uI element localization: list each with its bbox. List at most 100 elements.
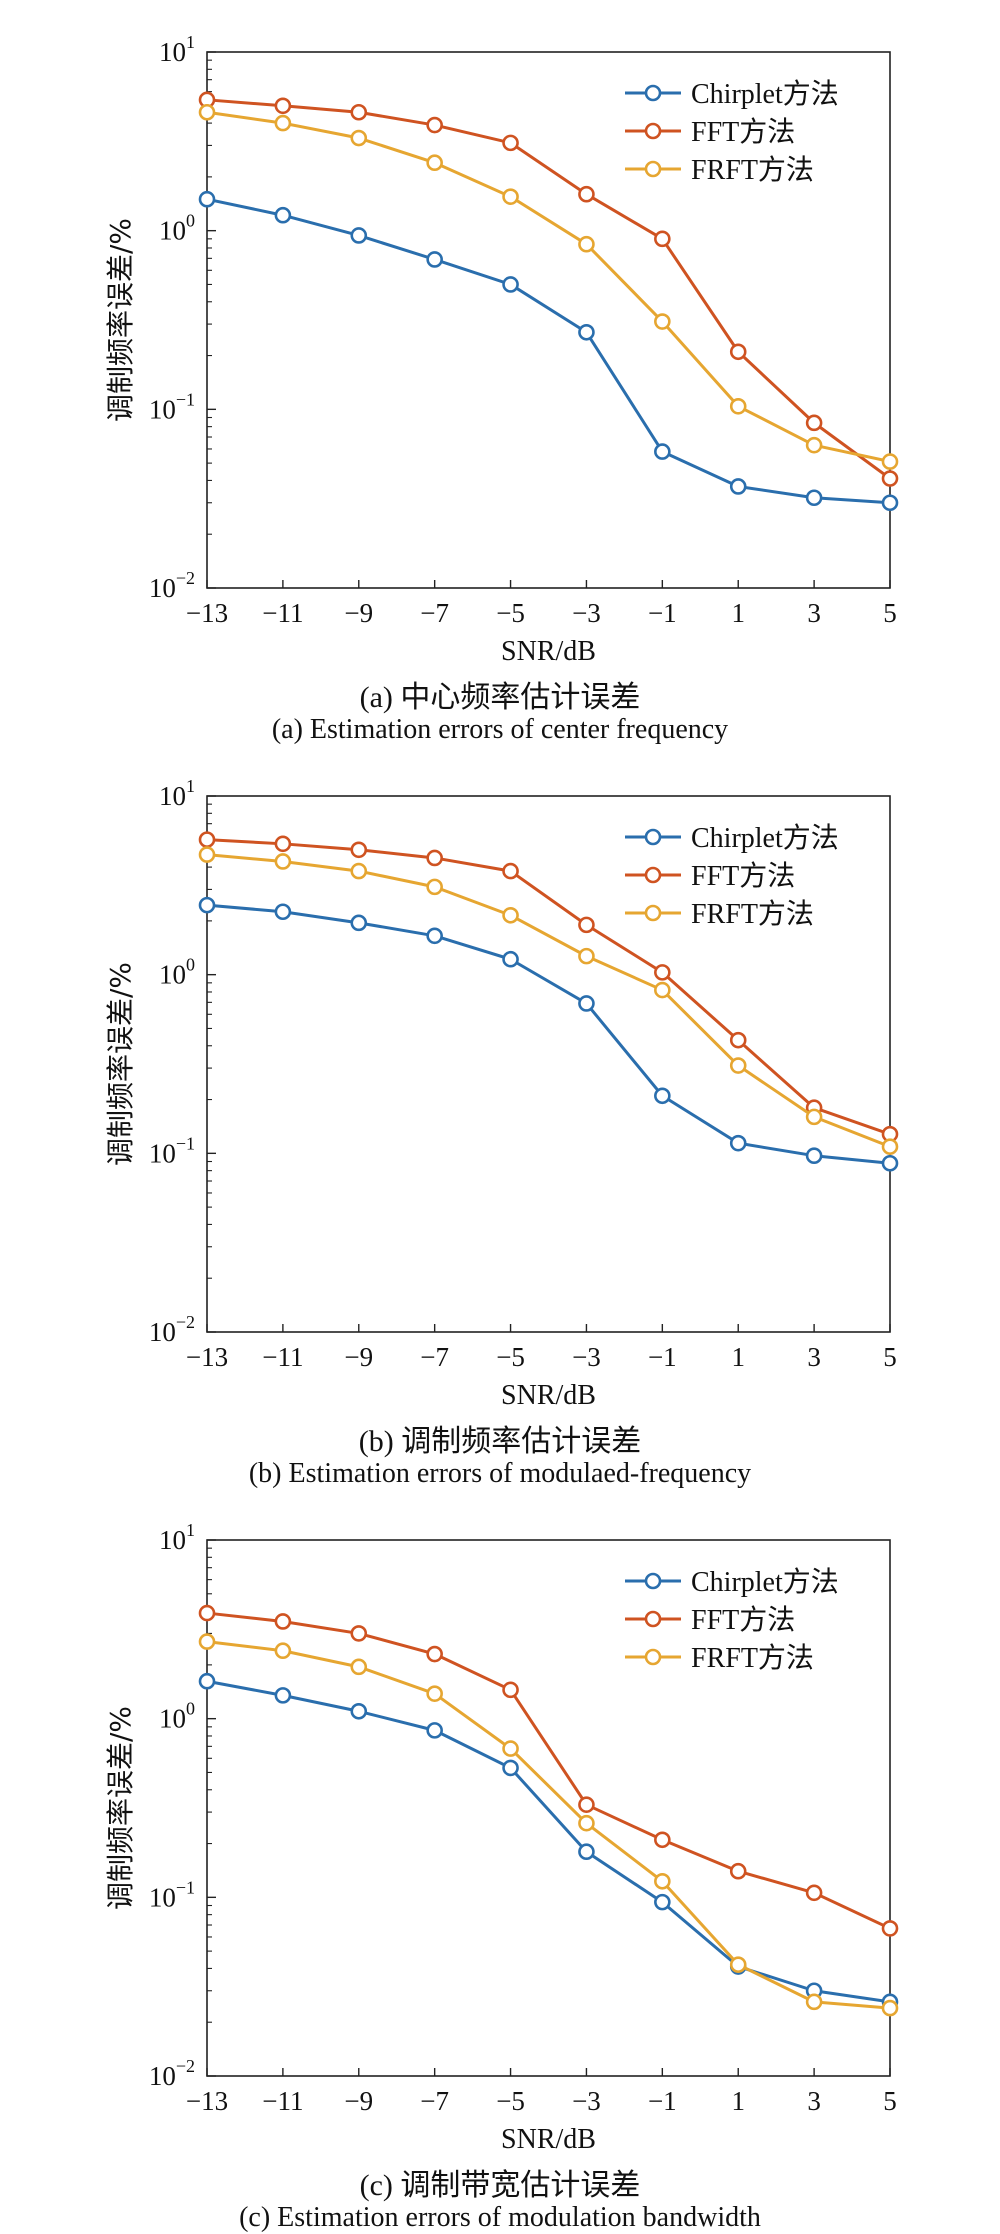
x-tick-label: −7	[420, 1342, 449, 1372]
data-point	[198, 1672, 216, 1690]
data-point	[578, 323, 595, 341]
x-tick-label: −1	[648, 2086, 677, 2116]
data-point	[426, 878, 443, 896]
x-tick-label: 1	[731, 1342, 745, 1372]
data-point	[274, 1613, 292, 1630]
x-tick-label: −3	[572, 2086, 601, 2116]
chart-a-svg: −13 −11 −9 −7 −5 −3 −1 1 3 510−210−1100101SNR/dB调…	[104, 32, 899, 667]
series-line-0	[206, 197, 891, 505]
y-tick-label: 100	[159, 211, 195, 246]
data-point	[274, 835, 292, 853]
x-tick-label: −5	[496, 598, 525, 628]
legend-marker	[644, 904, 662, 922]
plot-frame	[206, 51, 891, 589]
data-point	[274, 97, 292, 115]
data-point	[654, 1087, 671, 1105]
data-point	[881, 1999, 899, 2017]
x-tick-label: 5	[883, 598, 897, 628]
caption-en-a: (a) Estimation errors of center frequenc…	[271, 714, 729, 745]
data-point	[274, 1642, 292, 1660]
y-axis-label: 调制频率误差/%	[104, 962, 137, 1166]
x-tick-label: 5	[883, 1342, 897, 1372]
data-point	[198, 896, 216, 914]
data-point	[426, 1645, 443, 1663]
y-tick-label: 10−1	[149, 1877, 195, 1912]
legend-label: FRFT方法	[691, 898, 814, 930]
data-point	[426, 1722, 443, 1739]
data-point	[881, 494, 899, 512]
x-tick-label: −11	[262, 2086, 303, 2116]
x-tick-label: −1	[648, 1342, 677, 1372]
data-point	[578, 1843, 595, 1861]
x-tick-label: 3	[807, 1342, 821, 1372]
data-point	[350, 862, 368, 880]
data-point	[729, 1031, 747, 1049]
x-tick-label: 5	[883, 2086, 897, 2116]
plot-frame	[206, 795, 891, 1333]
data-point	[805, 1108, 823, 1126]
data-point	[578, 185, 595, 203]
legend-label: FRFT方法	[691, 154, 814, 186]
series-line-2	[206, 110, 891, 464]
data-point	[654, 313, 671, 330]
data-point	[729, 1956, 747, 1973]
y-axis-label: 调制频率误差/%	[104, 1706, 137, 1910]
x-tick-label: −9	[344, 1342, 373, 1372]
data-point	[578, 916, 595, 934]
x-tick-label: −7	[420, 598, 449, 628]
legend-marker	[644, 160, 662, 178]
data-point	[274, 853, 292, 870]
x-tick-label: −11	[262, 598, 303, 628]
x-tick-label: 1	[731, 2086, 745, 2116]
series-line-1	[206, 1611, 891, 1930]
data-point	[881, 470, 899, 487]
data-point	[729, 343, 747, 361]
x-tick-label: −9	[344, 598, 373, 628]
data-point	[274, 1687, 292, 1704]
series-line-2	[206, 1640, 891, 2010]
data-point	[578, 235, 595, 253]
x-axis-label: SNR/dB	[501, 1380, 596, 1411]
data-point	[881, 1154, 899, 1172]
series-line-0	[206, 903, 891, 1165]
x-tick-label: −3	[572, 598, 601, 628]
x-tick-label: −13	[186, 2086, 228, 2116]
legend-label: Chirplet方法	[691, 822, 839, 854]
data-point	[729, 397, 747, 415]
y-tick-label: 10−1	[149, 1133, 195, 1168]
data-point	[805, 1147, 823, 1164]
data-point	[198, 831, 216, 848]
y-tick-label: 100	[159, 955, 195, 990]
data-point	[502, 276, 519, 293]
caption-en-c: (c) Estimation errors of modulation band…	[239, 2202, 761, 2233]
data-point	[426, 154, 443, 172]
data-point	[350, 227, 368, 244]
data-point	[881, 1138, 899, 1155]
y-tick-label: 10−2	[149, 568, 195, 603]
y-tick-label: 10−2	[149, 2056, 195, 2091]
data-point	[198, 190, 216, 208]
y-tick-label: 101	[159, 32, 195, 67]
x-tick-label: −13	[186, 598, 228, 628]
data-point	[198, 846, 216, 863]
legend-label: FRFT方法	[691, 1642, 814, 1674]
x-axis-label: SNR/dB	[501, 636, 596, 667]
legend-label: FFT方法	[691, 116, 795, 148]
y-tick-label: 10−2	[149, 1312, 195, 1347]
x-tick-label: −5	[496, 2086, 525, 2116]
plot-frame	[206, 1539, 891, 2077]
data-point	[729, 478, 747, 495]
x-axis-label: SNR/dB	[501, 2124, 596, 2155]
data-point	[881, 1920, 899, 1937]
data-point	[350, 103, 368, 121]
x-tick-label: 3	[807, 2086, 821, 2116]
data-point	[350, 1702, 368, 1720]
data-point	[578, 1814, 595, 1832]
data-point	[654, 443, 671, 460]
y-tick-label: 100	[159, 1699, 195, 1734]
data-point	[274, 114, 292, 132]
chart-panel-c: −13 −11 −9 −7 −5 −3 −1 1 3 5 10−2 10−1 100 101 SNR/dB 调…	[0, 1488, 1000, 2233]
series-line-2	[206, 853, 891, 1149]
data-point	[654, 1893, 671, 1911]
y-tick-label: 10−1	[149, 389, 195, 424]
